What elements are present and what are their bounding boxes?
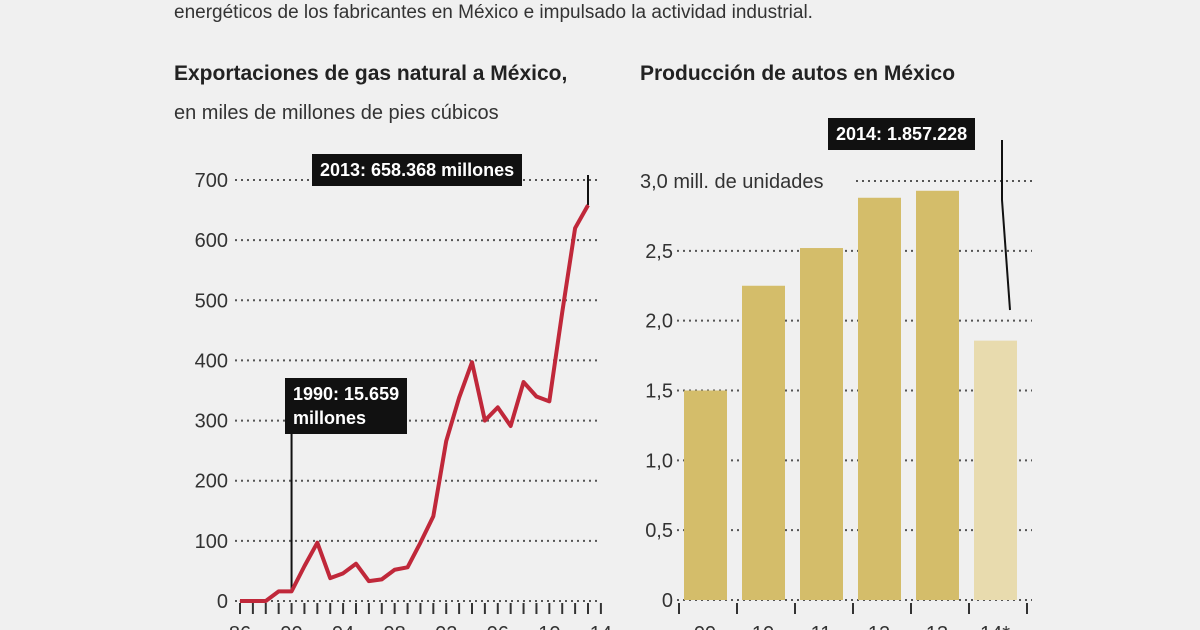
annotation-text: 2014: 1.857.228 xyxy=(836,124,968,144)
x-tick-label: 14 xyxy=(590,623,612,630)
data-point xyxy=(316,542,318,544)
y-tick-label: 300 xyxy=(195,411,228,433)
y-tick-label: 3,0 mill. de unidades xyxy=(640,171,823,193)
data-point xyxy=(561,311,563,313)
y-tick-label: 1,0 xyxy=(645,450,673,472)
data-point xyxy=(587,204,589,206)
y-tick-label: 2,0 xyxy=(645,311,673,333)
data-point xyxy=(445,440,447,442)
data-point xyxy=(355,563,357,565)
x-tick-label: 06 xyxy=(487,623,509,630)
x-tick-label: 86 xyxy=(229,623,251,630)
data-point xyxy=(252,600,254,602)
x-tick-label: 09 xyxy=(694,623,716,630)
data-point xyxy=(407,566,409,568)
data-point xyxy=(419,542,421,544)
y-tick-label: 0,5 xyxy=(645,520,673,542)
y-tick-label: 700 xyxy=(195,170,228,192)
annotation-text: millones xyxy=(293,408,367,428)
x-tick-label: 13 xyxy=(926,623,948,630)
bar xyxy=(916,190,959,600)
intro-text: energéticos de los fabricantes en México… xyxy=(174,2,813,23)
x-tick-label: 94 xyxy=(332,623,354,630)
line-chart-subtitle: en miles de millones de pies cúbicos xyxy=(174,102,499,124)
y-tick-label: 100 xyxy=(195,531,228,553)
data-point xyxy=(510,425,512,427)
data-point xyxy=(278,590,280,592)
x-tick-label: 11 xyxy=(811,623,832,630)
data-point xyxy=(497,406,499,408)
data-point xyxy=(265,600,267,602)
bar xyxy=(858,197,901,600)
data-point xyxy=(303,565,305,567)
bar xyxy=(742,285,785,600)
y-tick-label: 1,5 xyxy=(645,381,673,403)
y-tick-label: 2,5 xyxy=(645,241,673,263)
bar xyxy=(800,248,843,601)
data-point xyxy=(574,227,576,229)
data-point xyxy=(291,590,293,592)
y-tick-label: 400 xyxy=(195,350,228,372)
annotation-leader xyxy=(1001,140,1011,311)
bar-chart-title: Producción de autos en México xyxy=(640,62,956,85)
data-point xyxy=(548,400,550,402)
data-point xyxy=(368,580,370,582)
x-tick-label: 10 xyxy=(538,623,560,630)
data-point xyxy=(484,420,486,422)
data-point xyxy=(394,569,396,571)
data-point xyxy=(458,397,460,399)
data-point xyxy=(471,361,473,363)
y-tick-label: 600 xyxy=(195,230,228,252)
x-tick-label: 02 xyxy=(435,623,457,630)
data-point xyxy=(523,381,525,383)
y-tick-label: 0 xyxy=(217,591,228,613)
data-point xyxy=(329,577,331,579)
y-tick-label: 500 xyxy=(195,290,228,312)
data-point xyxy=(342,572,344,574)
data-point xyxy=(432,515,434,517)
x-tick-label: 98 xyxy=(384,623,406,630)
bar xyxy=(684,390,727,600)
data-point xyxy=(535,396,537,398)
data-point xyxy=(381,578,383,580)
x-tick-label: 14* xyxy=(980,623,1010,630)
x-tick-label: 12 xyxy=(868,623,890,630)
bar xyxy=(974,340,1017,600)
line-chart-title: Exportaciones de gas natural a México, xyxy=(174,62,568,85)
annotation-text: 1990: 15.659 xyxy=(293,384,400,404)
line-annotation-2013: 2013: 658.368 millones xyxy=(312,154,523,186)
annotation-text: 2013: 658.368 millones xyxy=(320,160,515,180)
y-tick-label: 200 xyxy=(195,471,228,493)
data-line xyxy=(240,204,590,603)
x-tick-label: 90 xyxy=(280,623,302,630)
data-point xyxy=(239,600,241,602)
y-tick-label: 0 xyxy=(662,590,673,612)
bar-annotation-2014: 2014: 1.857.228 xyxy=(828,118,976,150)
line-annotation-1990: 1990: 15.659 millones xyxy=(285,378,408,434)
x-tick-label: 10 xyxy=(752,623,774,630)
